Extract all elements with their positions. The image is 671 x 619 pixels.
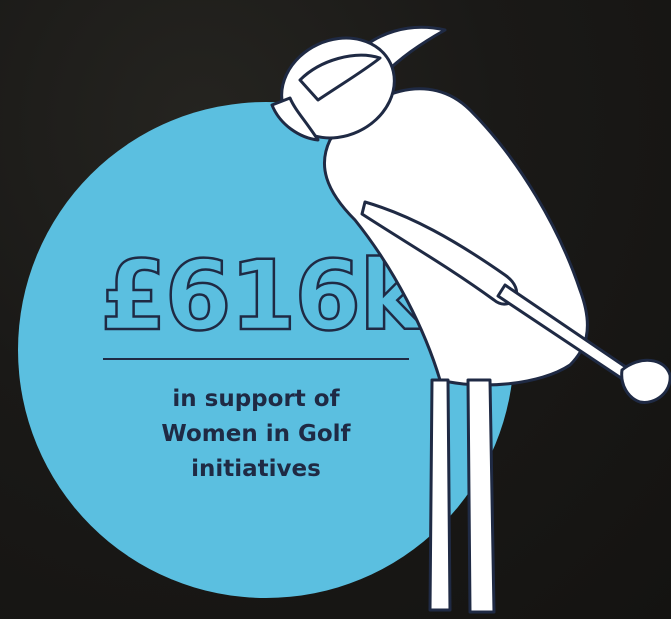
stat-amount: £616k	[99, 240, 425, 352]
stat-caption-line: Women in Golf	[161, 421, 351, 447]
stat-block: £616k in support of Women in Golf initia…	[99, 240, 425, 487]
stat-caption: in support of Women in Golf initiatives	[100, 382, 412, 487]
stat-caption-line: initiatives	[191, 456, 321, 482]
stat-caption-line: in support of	[172, 386, 340, 412]
stat-divider	[103, 358, 409, 360]
